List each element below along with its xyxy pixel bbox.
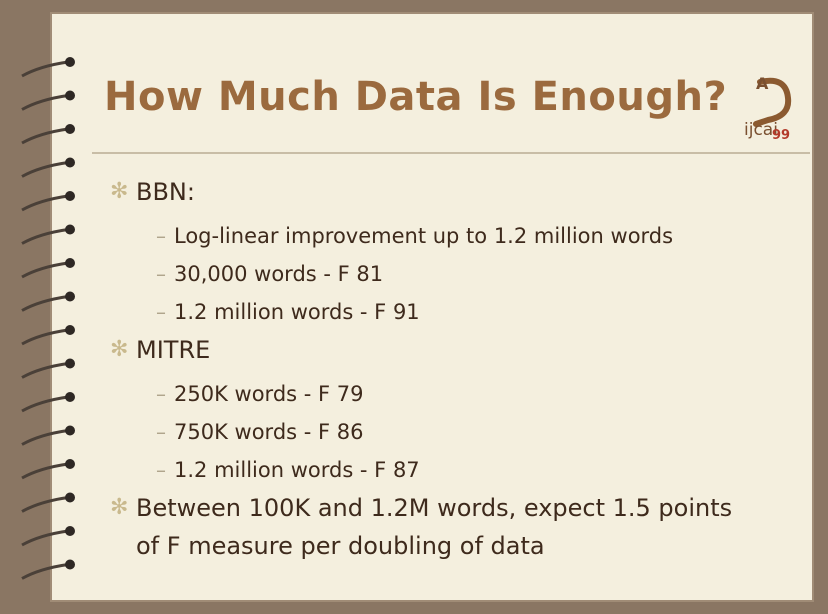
sub-bullet-marker: –: [156, 413, 166, 451]
ring-hole: [65, 158, 75, 168]
ring-hole: [65, 325, 75, 335]
ring: [22, 96, 68, 110]
ring-hole: [65, 526, 75, 536]
logo: A ijcai 99: [738, 72, 808, 152]
ring: [22, 531, 68, 545]
ring-hole: [65, 359, 75, 369]
ring: [22, 397, 68, 411]
ring-hole: [65, 124, 75, 134]
ring: [22, 498, 68, 512]
slide-title: How Much Data Is Enough?: [104, 74, 727, 120]
ring: [22, 263, 68, 277]
sub-bullet-text: 30,000 words - F 81: [174, 255, 383, 293]
ring: [22, 129, 68, 143]
slide: How Much Data Is Enough? A ijcai 99 ✻BBN…: [0, 0, 828, 614]
bullet-marker: ✻: [110, 331, 128, 369]
ring: [22, 62, 68, 76]
bullet-text: MITRE: [136, 331, 756, 369]
ring: [22, 330, 68, 344]
ring-hole: [65, 560, 75, 570]
sub-bullet-marker: –: [156, 293, 166, 331]
sub-bullet-marker: –: [156, 255, 166, 293]
ring-hole: [65, 493, 75, 503]
ring-hole: [65, 426, 75, 436]
bullet-marker: ✻: [110, 173, 128, 211]
sub-bullet-marker: –: [156, 451, 166, 489]
sub-bullet-marker: –: [156, 217, 166, 255]
bullet-text: Between 100K and 1.2M words, expect 1.5 …: [136, 489, 756, 565]
sub-bullet-marker: –: [156, 375, 166, 413]
sub-bullet-text: 250K words - F 79: [174, 375, 364, 413]
logo-mark: A: [756, 74, 768, 93]
sub-bullet-text: 1.2 million words - F 91: [174, 293, 420, 331]
bullet-marker: ✻: [110, 489, 128, 527]
ring: [22, 565, 68, 579]
ring: [22, 196, 68, 210]
sub-bullet-text: Log-linear improvement up to 1.2 million…: [174, 217, 673, 255]
ring-hole: [65, 292, 75, 302]
sub-bullet-text: 750K words - F 86: [174, 413, 364, 451]
ring: [22, 297, 68, 311]
ring-hole: [65, 258, 75, 268]
ring: [22, 464, 68, 478]
title-rule: [92, 152, 810, 154]
logo-year: 99: [772, 128, 790, 143]
ring-hole: [65, 91, 75, 101]
ring-hole: [65, 191, 75, 201]
ring-hole: [65, 392, 75, 402]
ring-hole: [65, 459, 75, 469]
ring: [22, 163, 68, 177]
ring: [22, 431, 68, 445]
ring-hole: [65, 57, 75, 67]
ring: [22, 364, 68, 378]
bullet-text: BBN:: [136, 173, 756, 211]
ring: [22, 230, 68, 244]
ring-hole: [65, 225, 75, 235]
sub-bullet-text: 1.2 million words - F 87: [174, 451, 420, 489]
